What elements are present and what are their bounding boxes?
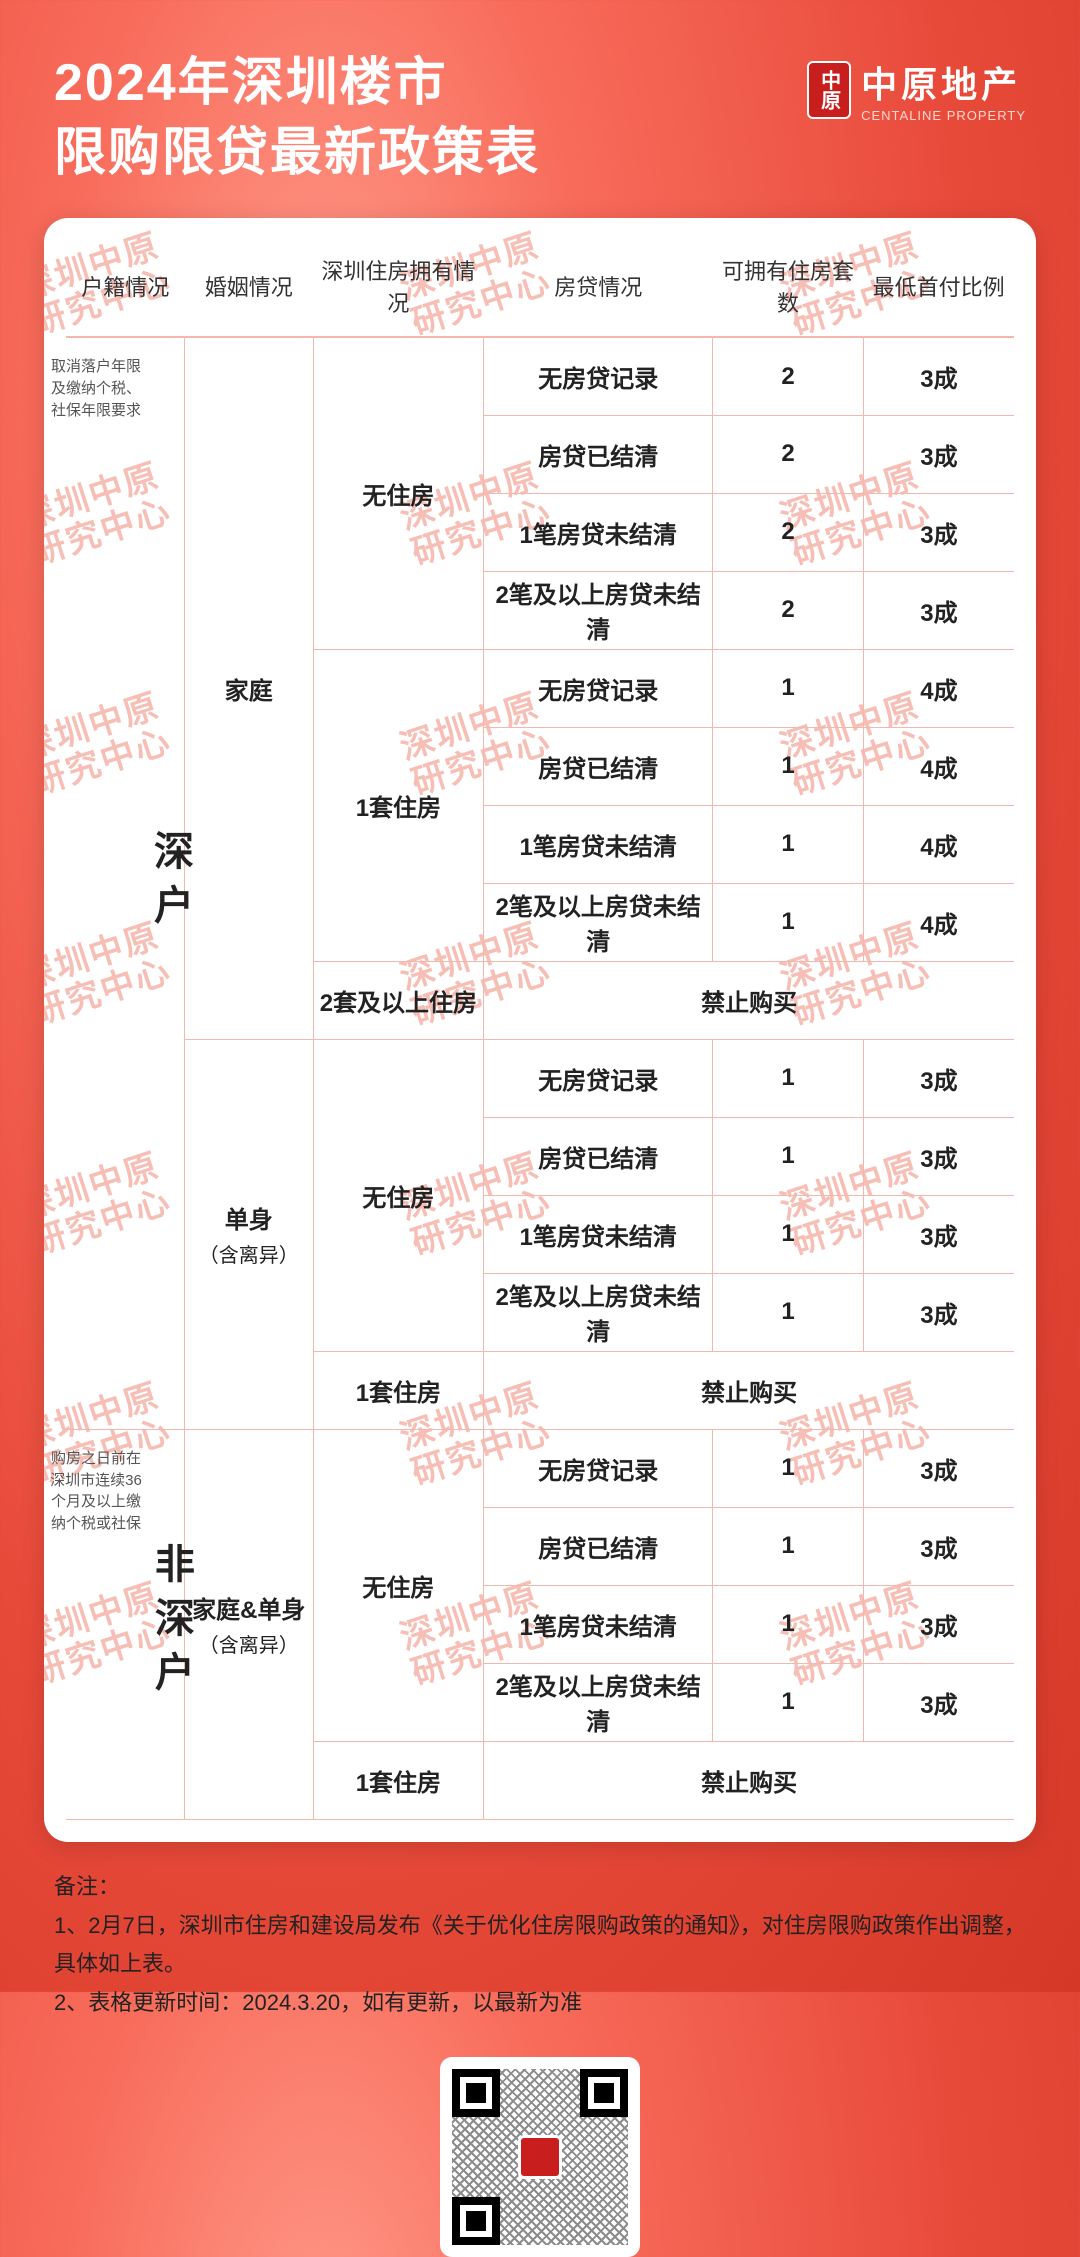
mortgage-cell: 2笔及以上房贷未结清	[484, 1273, 713, 1351]
col-allowed: 可拥有住房套数	[713, 244, 864, 337]
down-cell: 4成	[863, 727, 1014, 805]
notes-label: 备注：	[54, 1868, 1026, 1905]
ban-cell: 禁止购买	[484, 1741, 1014, 1819]
mortgage-cell: 1笔房贷未结清	[484, 1585, 713, 1663]
title-line-1: 2024年深圳楼市	[54, 48, 540, 118]
note-line: 2、表格更新时间：2024.3.20，如有更新，以最新为准	[54, 1984, 1026, 2021]
allowed-cell: 2	[713, 415, 864, 493]
down-cell: 4成	[863, 883, 1014, 961]
logo-cn: 中原地产	[861, 56, 1026, 108]
qr-code-icon	[440, 2057, 640, 2257]
down-cell: 3成	[863, 1195, 1014, 1273]
allowed-cell: 1	[713, 1585, 864, 1663]
marital-cell: 单身（含离异）	[185, 1039, 314, 1429]
mortgage-cell: 2笔及以上房贷未结清	[484, 883, 713, 961]
down-cell: 3成	[863, 1039, 1014, 1117]
housing-cell: 1套住房	[313, 1351, 484, 1429]
allowed-cell: 1	[713, 1039, 864, 1117]
down-cell: 4成	[863, 649, 1014, 727]
hukou-cell: 非深户购房之日前在 深圳市连续36 个月及以上缴 纳个税或社保	[66, 1429, 185, 1819]
col-down: 最低首付比例	[863, 244, 1014, 337]
down-cell: 3成	[863, 1585, 1014, 1663]
brand-logo: 中原 中原地产 CENTALINE PROPERTY	[807, 56, 1026, 123]
allowed-cell: 1	[713, 1663, 864, 1741]
down-cell: 3成	[863, 337, 1014, 415]
notes-block: 备注： 1、2月7日，深圳市住房和建设局发布《关于优化住房限购政策的通知》，对住…	[54, 1868, 1026, 2022]
col-marital: 婚姻情况	[185, 244, 314, 337]
allowed-cell: 2	[713, 571, 864, 649]
housing-cell: 无住房	[313, 1039, 484, 1351]
allowed-cell: 1	[713, 883, 864, 961]
qr-wrap	[0, 2057, 1080, 2257]
mortgage-cell: 无房贷记录	[484, 1429, 713, 1507]
mortgage-cell: 1笔房贷未结清	[484, 1195, 713, 1273]
down-cell: 3成	[863, 571, 1014, 649]
logo-badge-icon: 中原	[807, 61, 851, 119]
down-cell: 3成	[863, 415, 1014, 493]
mortgage-cell: 无房贷记录	[484, 649, 713, 727]
housing-cell: 1套住房	[313, 649, 484, 961]
mortgage-cell: 房贷已结清	[484, 1117, 713, 1195]
allowed-cell: 2	[713, 337, 864, 415]
down-cell: 4成	[863, 805, 1014, 883]
allowed-cell: 1	[713, 805, 864, 883]
allowed-cell: 1	[713, 1507, 864, 1585]
down-cell: 3成	[863, 1429, 1014, 1507]
mortgage-cell: 2笔及以上房贷未结清	[484, 571, 713, 649]
mortgage-cell: 房贷已结清	[484, 727, 713, 805]
hukou-cell: 深户取消落户年限 及缴纳个税、 社保年限要求	[66, 337, 185, 1429]
note-line: 1、2月7日，深圳市住房和建设局发布《关于优化住房限购政策的通知》，对住房限购政…	[54, 1907, 1026, 1982]
title-block: 2024年深圳楼市 限购限贷最新政策表	[54, 48, 540, 188]
ban-cell: 禁止购买	[484, 1351, 1014, 1429]
mortgage-cell: 房贷已结清	[484, 415, 713, 493]
mortgage-cell: 无房贷记录	[484, 337, 713, 415]
down-cell: 3成	[863, 1117, 1014, 1195]
allowed-cell: 1	[713, 649, 864, 727]
table-header-row: 户籍情况 婚姻情况 深圳住房拥有情况 房贷情况 可拥有住房套数 最低首付比例	[66, 244, 1014, 337]
marital-cell: 家庭	[185, 337, 314, 1039]
logo-en: CENTALINE PROPERTY	[861, 108, 1026, 123]
mortgage-cell: 2笔及以上房贷未结清	[484, 1663, 713, 1741]
down-cell: 3成	[863, 493, 1014, 571]
col-hukou: 户籍情况	[66, 244, 185, 337]
allowed-cell: 1	[713, 1429, 864, 1507]
housing-cell: 2套及以上住房	[313, 961, 484, 1039]
title-line-2: 限购限贷最新政策表	[54, 118, 540, 188]
housing-cell: 无住房	[313, 337, 484, 649]
mortgage-cell: 1笔房贷未结清	[484, 493, 713, 571]
mortgage-cell: 1笔房贷未结清	[484, 805, 713, 883]
col-mortgage: 房贷情况	[484, 244, 713, 337]
mortgage-cell: 无房贷记录	[484, 1039, 713, 1117]
allowed-cell: 1	[713, 1117, 864, 1195]
allowed-cell: 2	[713, 493, 864, 571]
policy-card: 深圳中原 研究中心深圳中原 研究中心深圳中原 研究中心深圳中原 研究中心深圳中原…	[44, 218, 1036, 1842]
allowed-cell: 1	[713, 1273, 864, 1351]
down-cell: 3成	[863, 1663, 1014, 1741]
allowed-cell: 1	[713, 1195, 864, 1273]
housing-cell: 无住房	[313, 1429, 484, 1741]
down-cell: 3成	[863, 1273, 1014, 1351]
mortgage-cell: 房贷已结清	[484, 1507, 713, 1585]
allowed-cell: 1	[713, 727, 864, 805]
col-housing: 深圳住房拥有情况	[313, 244, 484, 337]
header: 2024年深圳楼市 限购限贷最新政策表 中原 中原地产 CENTALINE PR…	[0, 0, 1080, 218]
ban-cell: 禁止购买	[484, 961, 1014, 1039]
down-cell: 3成	[863, 1507, 1014, 1585]
policy-table: 户籍情况 婚姻情况 深圳住房拥有情况 房贷情况 可拥有住房套数 最低首付比例 深…	[66, 244, 1014, 1820]
housing-cell: 1套住房	[313, 1741, 484, 1819]
marital-cell: 家庭&单身（含离异）	[185, 1429, 314, 1819]
